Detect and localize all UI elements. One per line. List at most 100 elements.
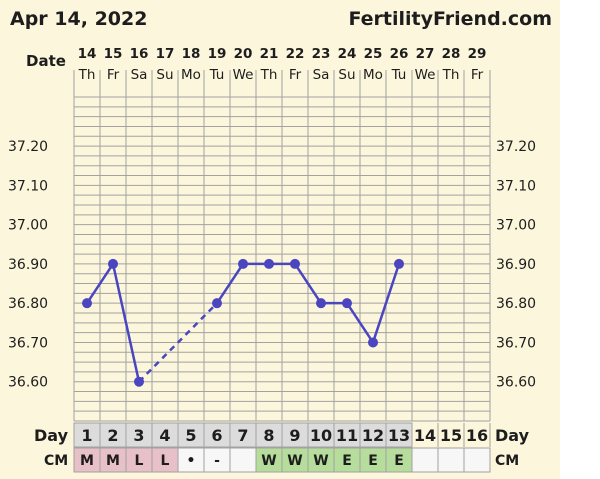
- y-tick-label-right: 36.70: [496, 335, 536, 351]
- cm-value: W: [261, 453, 276, 469]
- series-line-segment: [293, 263, 323, 304]
- site-name: FertilityFriend.com: [348, 8, 552, 30]
- data-point: [316, 298, 326, 309]
- cm-value: L: [135, 453, 144, 469]
- data-point: [82, 298, 92, 309]
- weekday-label: Mo: [363, 67, 383, 83]
- y-tick-label-left: 37.00: [8, 218, 48, 234]
- cm-value: -: [214, 453, 220, 469]
- series-line-segment: [345, 302, 375, 344]
- day-number: 12: [362, 426, 384, 445]
- data-point: [108, 258, 118, 269]
- day-number: 7: [237, 426, 248, 445]
- date-label: 17: [156, 46, 175, 62]
- weekday-label: Sa: [313, 67, 330, 83]
- weekday-label: Su: [156, 67, 173, 83]
- date-label: 24: [338, 46, 357, 62]
- weekday-label: Fr: [289, 67, 302, 83]
- series-line-segment: [111, 263, 141, 382]
- y-tick-label-left: 36.70: [8, 335, 48, 351]
- weekday-label: Th: [78, 67, 96, 83]
- date-label: 16: [130, 46, 149, 62]
- cm-value: M: [106, 453, 120, 469]
- day-number: 2: [107, 426, 118, 445]
- cm-value: M: [80, 453, 94, 469]
- chart-date: Apr 14, 2022: [10, 8, 148, 30]
- cm-row-label-left: CM: [44, 453, 68, 469]
- data-point: [212, 298, 222, 309]
- cm-value: E: [368, 453, 378, 469]
- weekday-label: Sa: [131, 67, 148, 83]
- data-point: [134, 376, 144, 387]
- day-number: 8: [263, 426, 274, 445]
- day-number: 4: [159, 426, 170, 445]
- weekday-label: Su: [338, 67, 355, 83]
- cm-cell: [463, 447, 491, 473]
- date-label: 26: [390, 46, 409, 62]
- day-number: 15: [440, 426, 462, 445]
- day-number: 14: [414, 426, 436, 445]
- y-tick-label-left: 36.60: [8, 375, 48, 391]
- series-line-segment: [85, 263, 115, 304]
- y-tick-label-right: 37.20: [496, 139, 536, 155]
- day-number: 10: [310, 426, 332, 445]
- cm-value: •: [187, 453, 196, 469]
- y-tick-label-left: 37.10: [8, 178, 48, 194]
- cm-value: L: [161, 453, 170, 469]
- y-tick-label-right: 37.10: [496, 178, 536, 194]
- day-number: 16: [466, 426, 488, 445]
- date-label: 15: [104, 46, 123, 62]
- series-line-segment: [371, 263, 401, 343]
- weekday-label: We: [415, 67, 436, 83]
- weekday-label: Mo: [181, 67, 201, 83]
- day-number: 9: [289, 426, 300, 445]
- cm-value: W: [287, 453, 302, 469]
- date-label: 14: [78, 46, 97, 62]
- cm-cell: [359, 447, 387, 473]
- date-label: 21: [260, 46, 279, 62]
- y-tick-label-right: 36.90: [496, 257, 536, 273]
- chart-panel: Apr 14, 2022 FertilityFriend.com Date 14 1…: [0, 0, 560, 479]
- weekday-label: Th: [260, 67, 278, 83]
- date-label: 23: [312, 46, 331, 62]
- cm-value: W: [313, 453, 328, 469]
- cm-cell: [437, 447, 465, 473]
- y-tick-label-right: 36.60: [496, 375, 536, 391]
- y-tick-label-left: 37.20: [8, 139, 48, 155]
- cm-cell: [125, 447, 153, 473]
- date-label: 27: [416, 46, 435, 62]
- y-tick-label-left: 36.90: [8, 257, 48, 273]
- day-number: 3: [133, 426, 144, 445]
- weekday-label: Fr: [471, 67, 484, 83]
- y-tick-label-right: 36.80: [496, 296, 536, 312]
- date-label: 28: [442, 46, 461, 62]
- date-label: 25: [364, 46, 383, 62]
- date-label: 20: [234, 46, 253, 62]
- day-number: 11: [336, 426, 358, 445]
- data-point: [290, 258, 300, 269]
- date-row-label: Date: [26, 52, 66, 70]
- data-point: [394, 258, 404, 269]
- cm-cell: [151, 447, 179, 473]
- cm-row-label-right: CM: [495, 453, 519, 469]
- date-label: 29: [468, 46, 487, 62]
- weekday-label: Th: [442, 67, 460, 83]
- cm-value: E: [342, 453, 352, 469]
- cm-cell: [281, 447, 309, 473]
- cm-cell: [229, 447, 257, 473]
- weekday-label: Fr: [107, 67, 120, 83]
- weekday-label: Tu: [209, 67, 225, 83]
- data-point: [342, 298, 352, 309]
- weekday-label: Tu: [391, 67, 407, 83]
- cm-cell: [255, 447, 283, 473]
- day-row-label-right: Day: [495, 426, 530, 445]
- y-tick-label-right: 37.00: [496, 218, 536, 234]
- cm-value: E: [394, 453, 404, 469]
- series-line-segment: [215, 263, 245, 304]
- data-point: [238, 258, 248, 269]
- day-number: 13: [388, 426, 410, 445]
- data-point: [264, 258, 274, 269]
- cm-cell: [411, 447, 439, 473]
- data-point: [368, 337, 378, 348]
